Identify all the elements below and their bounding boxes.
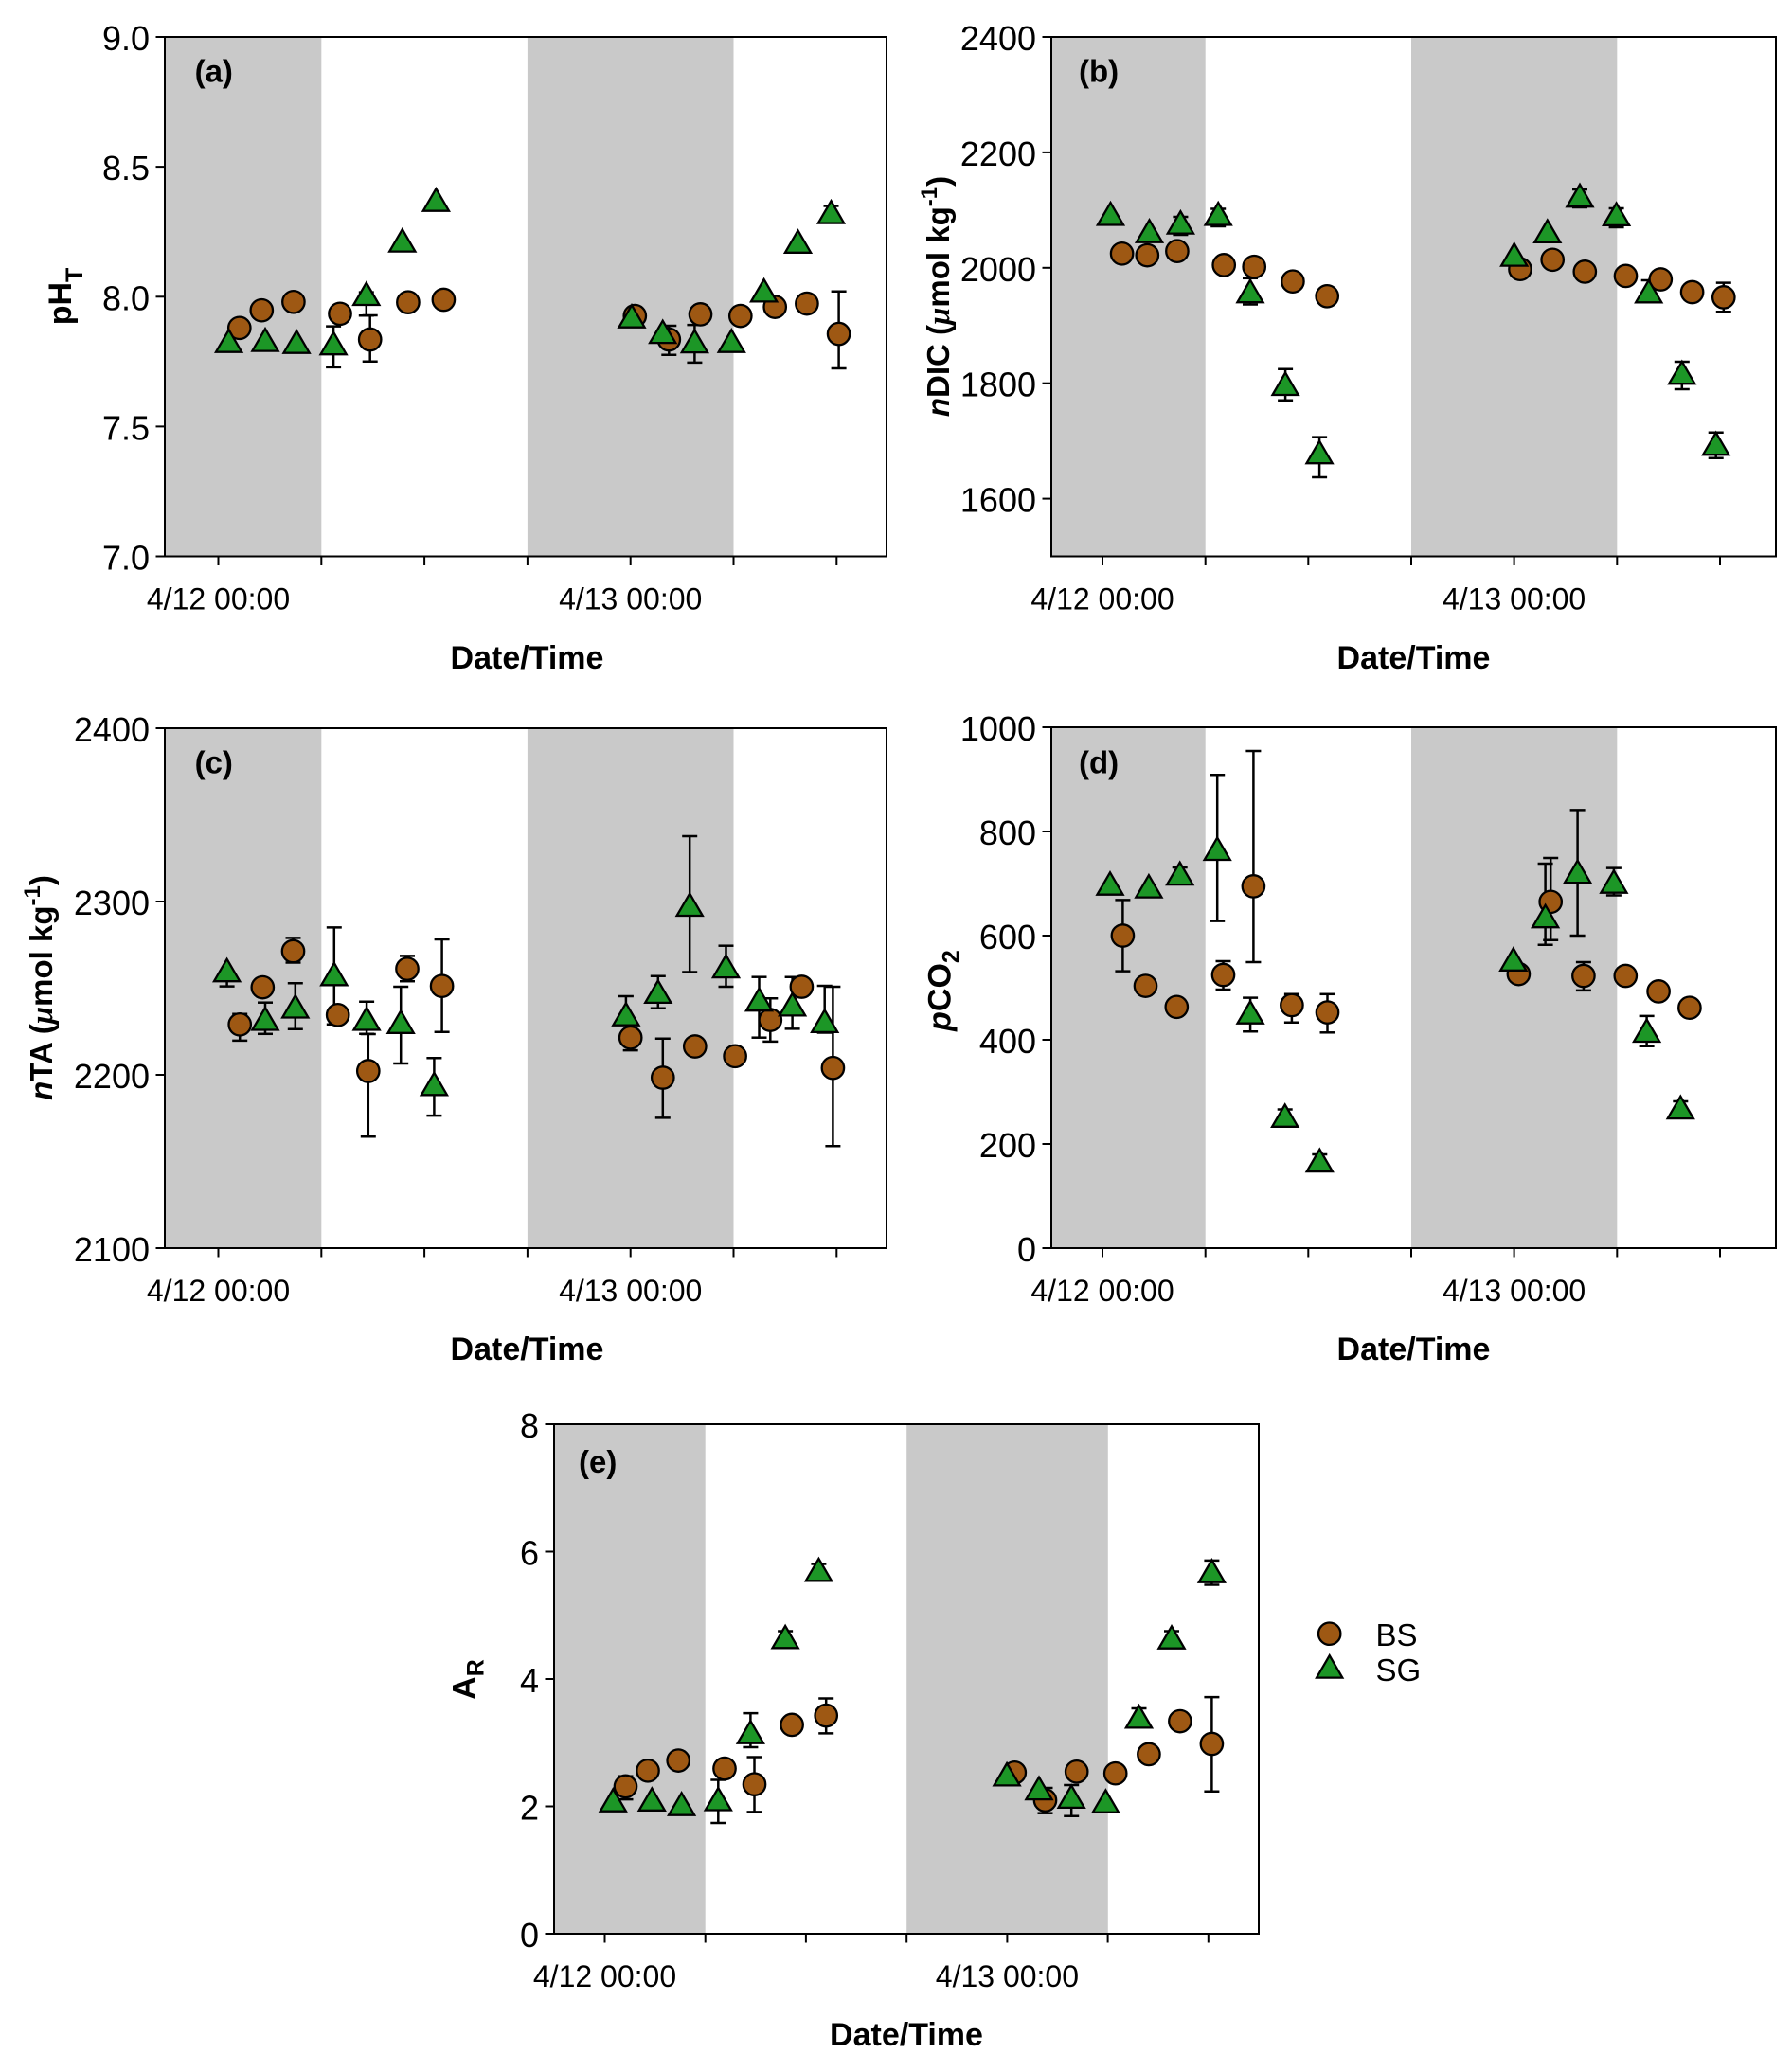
svg-text:0: 0 bbox=[520, 1916, 539, 1955]
svg-text:4/12 00:00: 4/12 00:00 bbox=[147, 1274, 290, 1308]
svg-text:2400: 2400 bbox=[960, 19, 1036, 58]
svg-text:7.0: 7.0 bbox=[102, 539, 150, 578]
svg-text:8: 8 bbox=[520, 1406, 539, 1445]
svg-text:7.5: 7.5 bbox=[102, 408, 150, 447]
svg-text:2100: 2100 bbox=[74, 1230, 150, 1269]
svg-text:2200: 2200 bbox=[960, 134, 1036, 173]
svg-text:(c): (c) bbox=[195, 745, 233, 780]
svg-text:600: 600 bbox=[979, 918, 1036, 956]
svg-text:1600: 1600 bbox=[960, 481, 1036, 520]
svg-text:4/13 00:00: 4/13 00:00 bbox=[1443, 1274, 1586, 1308]
svg-text:1000: 1000 bbox=[960, 709, 1036, 748]
svg-text:Date/Time: Date/Time bbox=[1337, 640, 1491, 676]
svg-text:4: 4 bbox=[520, 1661, 539, 1700]
svg-text:4/13 00:00: 4/13 00:00 bbox=[559, 582, 702, 616]
svg-text:Date/Time: Date/Time bbox=[451, 1331, 604, 1367]
svg-text:2000: 2000 bbox=[960, 250, 1036, 289]
svg-text:(b): (b) bbox=[1079, 54, 1119, 89]
svg-text:BS: BS bbox=[1376, 1617, 1418, 1652]
svg-text:pCO2: pCO2 bbox=[923, 950, 965, 1032]
svg-text:4/12 00:00: 4/12 00:00 bbox=[1030, 582, 1174, 616]
svg-text:6: 6 bbox=[520, 1534, 539, 1573]
svg-text:4/13 00:00: 4/13 00:00 bbox=[1443, 582, 1586, 616]
svg-text:8.5: 8.5 bbox=[102, 149, 150, 188]
svg-text:4/13 00:00: 4/13 00:00 bbox=[559, 1274, 702, 1308]
svg-text:800: 800 bbox=[979, 813, 1036, 852]
svg-text:4/13 00:00: 4/13 00:00 bbox=[936, 1959, 1079, 1993]
svg-text:8.0: 8.0 bbox=[102, 278, 150, 317]
svg-text:1800: 1800 bbox=[960, 366, 1036, 404]
svg-text:(a): (a) bbox=[195, 54, 233, 89]
svg-text:nTA (μmol kg-1): nTA (μmol kg-1) bbox=[20, 875, 60, 1100]
svg-text:Date/Time: Date/Time bbox=[451, 640, 604, 676]
svg-text:4/12 00:00: 4/12 00:00 bbox=[147, 582, 290, 616]
svg-text:2: 2 bbox=[520, 1789, 539, 1828]
svg-text:2400: 2400 bbox=[74, 710, 150, 749]
svg-text:4/12 00:00: 4/12 00:00 bbox=[533, 1959, 676, 1993]
svg-text:4/12 00:00: 4/12 00:00 bbox=[1030, 1274, 1174, 1308]
svg-text:SG: SG bbox=[1376, 1652, 1422, 1688]
svg-text:9.0: 9.0 bbox=[102, 19, 150, 58]
svg-text:(d): (d) bbox=[1079, 745, 1119, 780]
svg-text:0: 0 bbox=[1017, 1230, 1036, 1269]
svg-text:Date/Time: Date/Time bbox=[830, 2017, 983, 2053]
svg-text:nDIC (μmol kg-1): nDIC (μmol kg-1) bbox=[917, 176, 957, 417]
svg-text:(e): (e) bbox=[579, 1444, 617, 1479]
svg-text:Date/Time: Date/Time bbox=[1337, 1331, 1491, 1367]
svg-text:400: 400 bbox=[979, 1022, 1036, 1061]
svg-text:200: 200 bbox=[979, 1126, 1036, 1165]
svg-text:2300: 2300 bbox=[74, 884, 150, 922]
svg-text:2200: 2200 bbox=[74, 1057, 150, 1096]
